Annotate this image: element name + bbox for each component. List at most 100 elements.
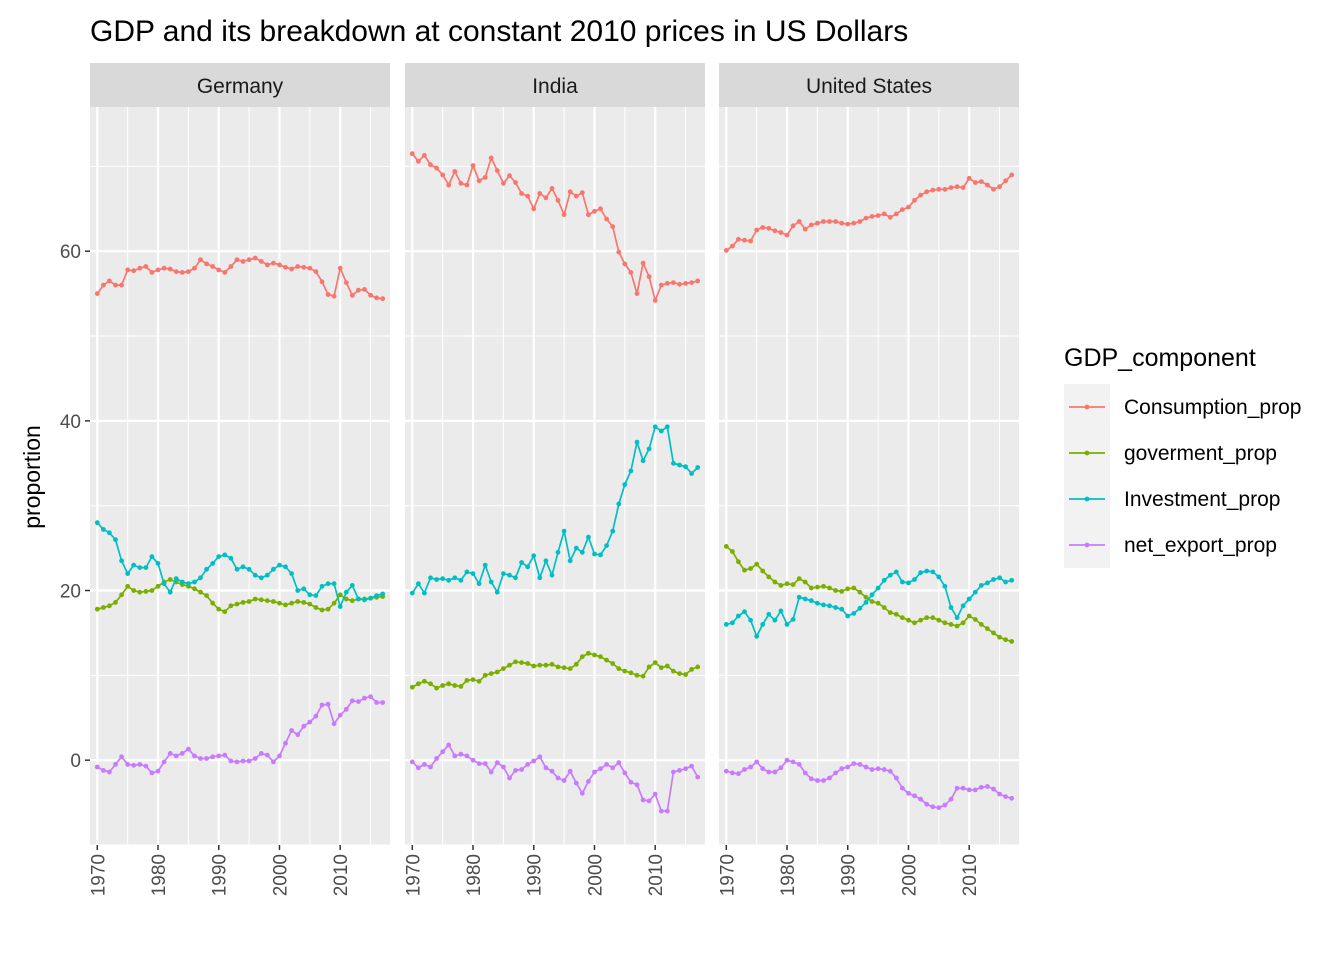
data-point [234, 257, 240, 263]
data-point [513, 575, 518, 581]
data-point [204, 566, 210, 572]
data-point [537, 662, 543, 668]
legend: GDP_component Consumption_prop goverment_… [1064, 344, 1301, 568]
data-point [356, 287, 361, 293]
data-point [604, 762, 609, 767]
data-point [985, 784, 990, 789]
data-point [107, 278, 112, 284]
data-point [198, 257, 203, 263]
data-point [101, 605, 106, 610]
data-point [736, 771, 741, 777]
data-point [549, 186, 555, 191]
data-point [598, 654, 603, 660]
data-point [204, 756, 210, 761]
data-point [380, 700, 386, 705]
data-point [210, 264, 216, 269]
x-tick-label: 2010 [331, 854, 352, 896]
data-point [555, 775, 561, 781]
data-point [252, 756, 258, 761]
legend-entry-investment-prop: Investment_prop [1069, 488, 1280, 511]
data-point [307, 719, 313, 725]
data-point [930, 615, 936, 621]
data-point [573, 780, 579, 786]
data-point [671, 460, 676, 466]
data-point [827, 775, 832, 781]
data-point [857, 589, 863, 595]
data-point [362, 287, 367, 292]
data-point [658, 282, 664, 288]
data-point [216, 753, 222, 759]
data-point [881, 605, 887, 610]
series-investment-prop [409, 424, 701, 596]
data-point [778, 230, 784, 235]
data-point [671, 280, 676, 285]
data-point [640, 260, 646, 266]
data-point [689, 667, 694, 672]
data-point [906, 617, 911, 623]
data-point [343, 596, 349, 602]
data-point [592, 208, 597, 214]
data-point [525, 193, 531, 199]
data-point [94, 764, 100, 770]
data-point [966, 787, 972, 793]
data-point [966, 596, 972, 602]
data-point [482, 672, 488, 678]
y-tick-label: 20 [60, 582, 81, 603]
data-point [295, 599, 301, 604]
data-point [537, 575, 543, 581]
data-point [1009, 172, 1015, 178]
data-point [893, 211, 899, 217]
data-point [179, 579, 185, 585]
data-point [271, 599, 276, 604]
data-point [723, 544, 729, 549]
data-point [579, 654, 585, 660]
data-point [125, 571, 131, 576]
data-point [264, 572, 270, 578]
data-point [488, 769, 494, 775]
data-point [604, 657, 609, 663]
legend-entry-net-export-prop: net_export_prop [1069, 534, 1277, 557]
data-point [839, 766, 845, 772]
chart-title: GDP and its breakdown at constant 2010 p… [90, 15, 908, 48]
x-tick-label: 1970 [88, 854, 109, 896]
data-point [790, 223, 796, 229]
data-point [567, 558, 573, 564]
data-point [573, 661, 579, 667]
data-point [881, 577, 887, 583]
data-point [815, 600, 820, 606]
data-point [137, 589, 143, 595]
data-point [912, 577, 917, 582]
data-point [149, 270, 155, 275]
data-point [658, 665, 664, 671]
data-point [658, 808, 664, 814]
data-point [143, 589, 149, 594]
data-point [549, 572, 555, 578]
data-point [628, 468, 634, 474]
data-point [155, 561, 161, 566]
data-point [833, 770, 838, 776]
data-point [869, 767, 875, 772]
data-point [319, 702, 325, 708]
data-point [525, 564, 531, 570]
data-point [579, 790, 585, 796]
data-point [107, 603, 112, 609]
data-point [991, 186, 996, 192]
data-point [857, 762, 863, 767]
data-point [446, 681, 452, 687]
data-point [689, 280, 694, 285]
data-point [730, 243, 735, 249]
data-point [808, 222, 814, 228]
data-point [246, 758, 252, 764]
data-point [592, 652, 597, 658]
x-tick-label: 2000 [585, 854, 606, 896]
data-point [186, 269, 191, 274]
data-point [107, 769, 112, 775]
legend-entry-consumption-prop: Consumption_prop [1069, 396, 1301, 419]
data-point [683, 766, 688, 772]
data-point [796, 594, 802, 600]
data-point [561, 778, 567, 783]
data-point [507, 572, 512, 578]
data-point [754, 227, 760, 233]
data-point [748, 238, 753, 244]
data-point [924, 189, 930, 195]
